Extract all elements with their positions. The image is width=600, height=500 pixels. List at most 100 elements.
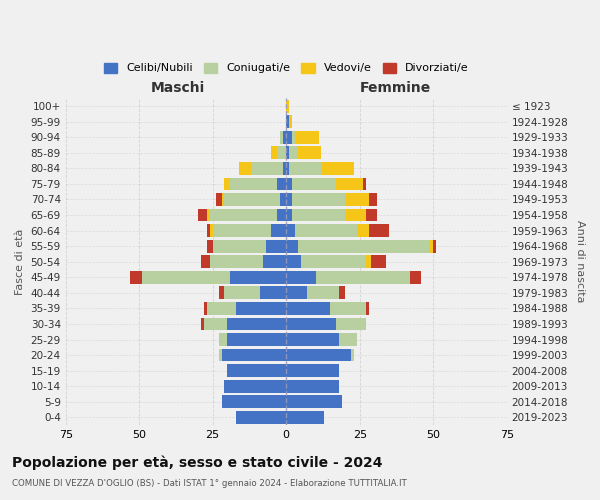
- Bar: [204, 318, 227, 330]
- Bar: [218, 286, 224, 299]
- Bar: [224, 193, 280, 206]
- Bar: [212, 224, 271, 237]
- Bar: [286, 396, 342, 408]
- Bar: [227, 364, 286, 377]
- Bar: [286, 286, 307, 299]
- Bar: [260, 286, 286, 299]
- Bar: [207, 224, 210, 237]
- Bar: [292, 208, 345, 222]
- Bar: [336, 178, 362, 190]
- Bar: [292, 193, 345, 206]
- Bar: [331, 302, 365, 315]
- Bar: [201, 318, 204, 330]
- Bar: [221, 193, 224, 206]
- Bar: [365, 302, 368, 315]
- Bar: [286, 178, 292, 190]
- Bar: [201, 256, 210, 268]
- Bar: [207, 208, 210, 222]
- Bar: [283, 131, 286, 143]
- Bar: [307, 286, 339, 299]
- Bar: [365, 256, 371, 268]
- Bar: [368, 193, 377, 206]
- Bar: [286, 162, 289, 175]
- Bar: [339, 286, 345, 299]
- Bar: [224, 380, 286, 392]
- Bar: [218, 333, 227, 346]
- Bar: [210, 224, 212, 237]
- Bar: [230, 178, 277, 190]
- Legend: Celibi/Nubili, Coniugati/e, Vedovi/e, Divorziati/e: Celibi/Nubili, Coniugati/e, Vedovi/e, Di…: [100, 58, 473, 78]
- Bar: [292, 131, 295, 143]
- Bar: [289, 146, 298, 159]
- Text: Femmine: Femmine: [359, 81, 431, 95]
- Bar: [210, 256, 263, 268]
- Bar: [286, 131, 292, 143]
- Y-axis label: Anni di nascita: Anni di nascita: [575, 220, 585, 303]
- Bar: [236, 302, 286, 315]
- Bar: [271, 146, 277, 159]
- Bar: [339, 333, 357, 346]
- Bar: [218, 348, 221, 362]
- Bar: [286, 256, 301, 268]
- Bar: [286, 333, 339, 346]
- Bar: [227, 333, 286, 346]
- Bar: [198, 208, 207, 222]
- Bar: [298, 240, 430, 252]
- Bar: [224, 178, 230, 190]
- Bar: [207, 240, 212, 252]
- Bar: [277, 178, 286, 190]
- Bar: [286, 193, 292, 206]
- Bar: [368, 224, 389, 237]
- Bar: [286, 208, 292, 222]
- Text: Maschi: Maschi: [150, 81, 205, 95]
- Bar: [292, 178, 336, 190]
- Bar: [221, 348, 286, 362]
- Bar: [130, 271, 142, 283]
- Bar: [286, 224, 295, 237]
- Bar: [295, 224, 357, 237]
- Bar: [362, 178, 365, 190]
- Bar: [239, 162, 251, 175]
- Bar: [210, 208, 277, 222]
- Bar: [351, 348, 354, 362]
- Bar: [295, 131, 319, 143]
- Bar: [345, 208, 365, 222]
- Y-axis label: Fasce di età: Fasce di età: [15, 228, 25, 295]
- Bar: [371, 256, 386, 268]
- Bar: [365, 208, 377, 222]
- Bar: [286, 318, 336, 330]
- Bar: [286, 100, 289, 112]
- Text: Popolazione per età, sesso e stato civile - 2024: Popolazione per età, sesso e stato civil…: [12, 456, 383, 470]
- Bar: [336, 318, 365, 330]
- Bar: [215, 193, 221, 206]
- Bar: [286, 302, 331, 315]
- Bar: [204, 302, 207, 315]
- Bar: [433, 240, 436, 252]
- Bar: [289, 116, 292, 128]
- Bar: [221, 396, 286, 408]
- Bar: [277, 208, 286, 222]
- Bar: [271, 224, 286, 237]
- Bar: [286, 240, 298, 252]
- Bar: [212, 240, 266, 252]
- Bar: [263, 256, 286, 268]
- Bar: [286, 364, 339, 377]
- Bar: [142, 271, 230, 283]
- Bar: [280, 193, 286, 206]
- Bar: [298, 146, 322, 159]
- Bar: [410, 271, 421, 283]
- Bar: [277, 146, 286, 159]
- Bar: [286, 380, 339, 392]
- Bar: [286, 411, 325, 424]
- Bar: [227, 318, 286, 330]
- Bar: [224, 286, 260, 299]
- Bar: [345, 193, 368, 206]
- Bar: [286, 271, 316, 283]
- Bar: [236, 411, 286, 424]
- Bar: [316, 271, 410, 283]
- Bar: [286, 146, 289, 159]
- Bar: [251, 162, 283, 175]
- Bar: [286, 348, 351, 362]
- Bar: [357, 224, 368, 237]
- Bar: [283, 162, 286, 175]
